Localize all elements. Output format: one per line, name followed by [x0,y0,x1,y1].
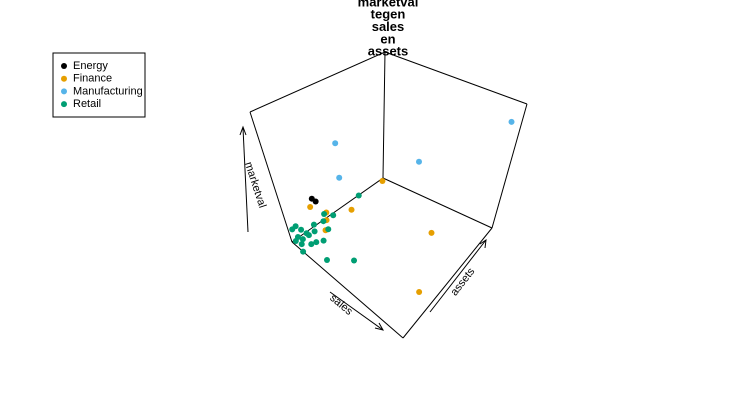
point [323,256,330,263]
point [320,218,327,225]
point [330,212,337,219]
x-arrow-head [374,322,385,331]
point [298,241,305,248]
point [355,192,362,199]
point [307,203,314,210]
legend-marker [61,75,67,82]
point [300,248,307,255]
z-arrow-head [239,125,247,136]
chart-title: sales [372,19,405,34]
chart-title: assets [368,44,408,59]
legend-label: Retail [73,98,101,110]
box-edge [249,111,293,243]
point [348,206,355,213]
legend-marker [61,63,67,69]
point [305,232,312,239]
y-arrow [429,239,487,313]
chart-title: tegen [371,7,406,22]
box-edge [384,51,528,105]
legend-box [52,52,146,118]
x-arrow [329,291,384,331]
box-edge [291,241,404,339]
box-edge [249,51,386,113]
point [313,239,320,246]
z-arrow [242,127,249,233]
point [428,229,435,236]
y-arrow-head [479,238,487,249]
box-edge [402,227,493,339]
point [351,257,358,264]
x-axis-label: sales [327,292,355,318]
legend-marker [61,101,67,108]
point [298,226,305,233]
point [310,221,317,228]
point [299,236,306,243]
point [332,140,339,147]
point [379,177,386,184]
point [312,198,319,205]
point [311,228,318,235]
point [325,226,332,233]
box-edge [382,177,493,229]
point [336,174,343,181]
legend-label: Manufacturing [73,85,143,97]
point [320,237,327,244]
axis-arrows [239,125,487,331]
legend-label: Energy [73,60,108,72]
legend-label: Finance [73,73,112,85]
chart-title: marketval [358,0,419,9]
point [308,241,315,248]
box-edge [491,103,528,229]
point [292,223,299,230]
point [416,289,423,296]
point [416,158,422,165]
point [508,118,515,125]
box-edge [382,51,386,179]
legend-marker [61,88,67,95]
point [292,238,299,245]
point [321,211,328,218]
chart-title: en [380,31,395,46]
